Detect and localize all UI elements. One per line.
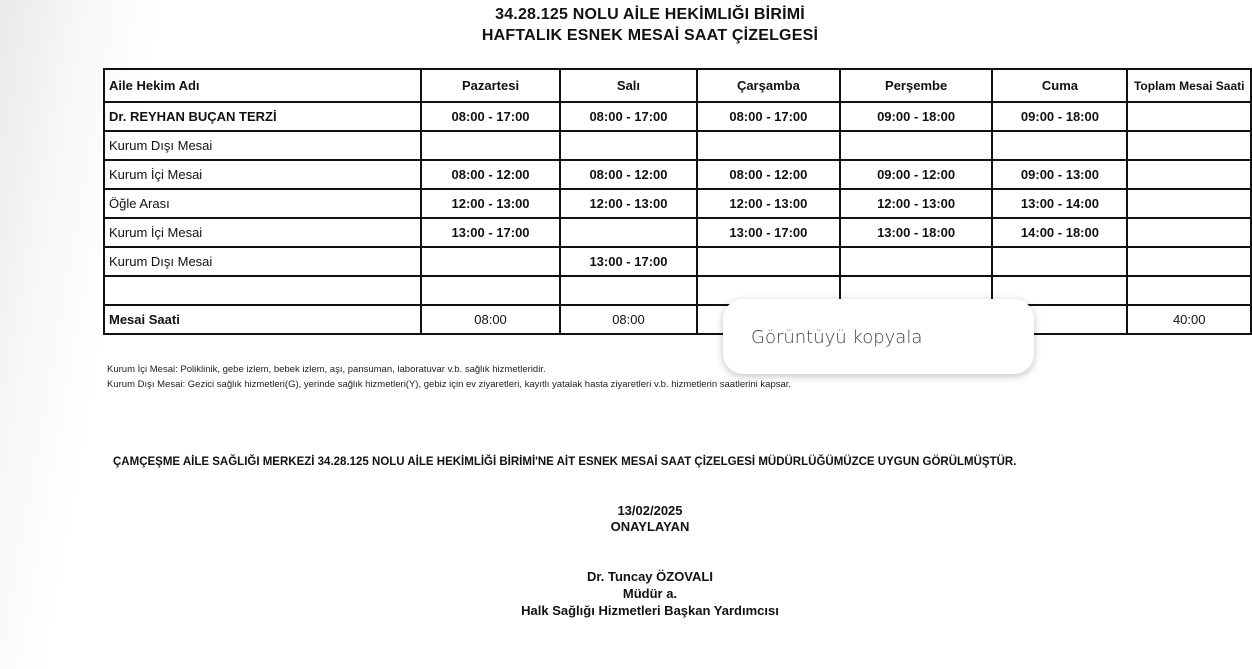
table-cell xyxy=(420,275,561,306)
table-cell: 13:00 - 17:00 xyxy=(695,217,841,248)
table-cell xyxy=(838,246,994,277)
column-header: Cuma xyxy=(991,68,1129,103)
table-row: Kurum İçi Mesai 13:00 - 17:00 13:00 - 17:0… xyxy=(102,217,1252,248)
table-cell xyxy=(695,246,841,277)
table-cell: 08:00 - 12:00 xyxy=(420,159,561,190)
table-cell: 40:00 xyxy=(1126,304,1252,335)
copy-image-label: Görüntüyü kopyala xyxy=(751,327,923,348)
signer-role: Müdür a. xyxy=(622,586,678,601)
table-cell: Dr. REYHAN BUÇAN TERZİ xyxy=(102,101,423,132)
table-cell: 12:00 - 13:00 xyxy=(420,188,561,219)
copy-image-menu-item[interactable]: Görüntüyü kopyala xyxy=(723,299,1034,374)
column-header: Perşembe xyxy=(838,68,994,103)
document-title: 34.28.125 NOLU AİLE HEKİMLIĞI BİRİMİ xyxy=(495,6,805,23)
table-cell: 08:00 - 17:00 xyxy=(420,101,561,132)
note-internal: Kurum İçi Mesai: Poliklinik, gebe izlem,… xyxy=(107,364,546,375)
table-cell xyxy=(102,275,423,306)
table-cell: 08:00 xyxy=(558,304,698,335)
column-header: Çarşamba xyxy=(695,68,841,103)
schedule-table: Aile Hekim Adı Pazartesi Salı Çarşamba Perşe… xyxy=(102,68,1252,335)
table-cell xyxy=(1126,275,1252,306)
table-row xyxy=(102,275,1252,306)
table-cell: 12:00 - 13:00 xyxy=(695,188,841,219)
table-row: Kurum İçi Mesai 08:00 - 12:00 08:00 - 12:0… xyxy=(102,159,1252,190)
table-cell: 12:00 - 13:00 xyxy=(558,188,698,219)
note-external: Kurum Dışı Mesai: Gezici sağlık hizmetle… xyxy=(107,379,792,390)
table-cell: 08:00 - 17:00 xyxy=(695,101,841,132)
table-cell xyxy=(1126,101,1252,132)
table-cell: 13:00 - 17:00 xyxy=(558,246,698,277)
approval-statement: ÇAMÇEŞME AİLE SAĞLIĞI MERKEZİ 34.28.125 … xyxy=(113,456,1017,468)
table-cell: 08:00 - 17:00 xyxy=(558,101,698,132)
table-header-row: Aile Hekim Adı Pazartesi Salı Çarşamba Perşe… xyxy=(102,68,1252,103)
table-cell: Öğle Arası xyxy=(102,188,423,219)
table-row: Kurum Dışı Mesai 13:00 - 17:00 xyxy=(102,246,1252,277)
table-cell: 09:00 - 12:00 xyxy=(838,159,994,190)
table-cell: Kurum Dışı Mesai xyxy=(102,130,423,161)
table-cell xyxy=(991,130,1129,161)
column-header: Toplam Mesai Saati xyxy=(1126,68,1252,103)
approver-label: ONAYLAYAN xyxy=(610,519,690,534)
table-cell xyxy=(1126,217,1252,248)
table-cell xyxy=(695,130,841,161)
table-cell: 08:00 - 12:00 xyxy=(558,159,698,190)
table-cell: 14:00 - 18:00 xyxy=(991,217,1129,248)
table-cell: 09:00 - 18:00 xyxy=(838,101,994,132)
table-cell xyxy=(991,246,1129,277)
approval-date: 13/02/2025 xyxy=(617,503,683,518)
table-cell xyxy=(1126,188,1252,219)
signer-name: Dr. Tuncay ÖZOVALI xyxy=(587,569,713,584)
table-cell: Kurum Dışı Mesai xyxy=(102,246,423,277)
table-cell xyxy=(420,246,561,277)
table-row: Öğle Arası 12:00 - 13:00 12:00 - 13:00 12:0… xyxy=(102,188,1252,219)
signer-title: Halk Sağlığı Hizmetleri Başkan Yardımcıs… xyxy=(521,603,779,618)
table-cell: Kurum İçi Mesai xyxy=(102,217,423,248)
table-cell: 12:00 - 13:00 xyxy=(838,188,994,219)
table-cell: 09:00 - 13:00 xyxy=(991,159,1129,190)
document-subtitle: HAFTALIK ESNEK MESAİ SAAT ÇİZELGESİ xyxy=(481,27,819,44)
table-cell xyxy=(558,275,698,306)
table-row: Kurum Dışı Mesai xyxy=(102,130,1252,161)
table-cell xyxy=(558,217,698,248)
table-cell xyxy=(838,130,994,161)
table-cell: 09:00 - 18:00 xyxy=(991,101,1129,132)
column-header: Aile Hekim Adı xyxy=(102,68,423,103)
table-cell xyxy=(420,130,561,161)
table-cell xyxy=(558,130,698,161)
table-cell: 08:00 xyxy=(420,304,561,335)
column-header: Pazartesi xyxy=(420,68,561,103)
table-cell: 13:00 - 17:00 xyxy=(420,217,561,248)
table-cell: Mesai Saati xyxy=(102,304,423,335)
table-cell xyxy=(1126,159,1252,190)
table-cell: 08:00 - 12:00 xyxy=(695,159,841,190)
table-cell xyxy=(1126,130,1252,161)
column-header: Salı xyxy=(558,68,698,103)
table-cell: Kurum İçi Mesai xyxy=(102,159,423,190)
table-cell xyxy=(1126,246,1252,277)
table-cell: 13:00 - 14:00 xyxy=(991,188,1129,219)
table-cell: 13:00 - 18:00 xyxy=(838,217,994,248)
table-row: Dr. REYHAN BUÇAN TERZİ 08:00 - 17:00 08:00… xyxy=(102,101,1252,132)
